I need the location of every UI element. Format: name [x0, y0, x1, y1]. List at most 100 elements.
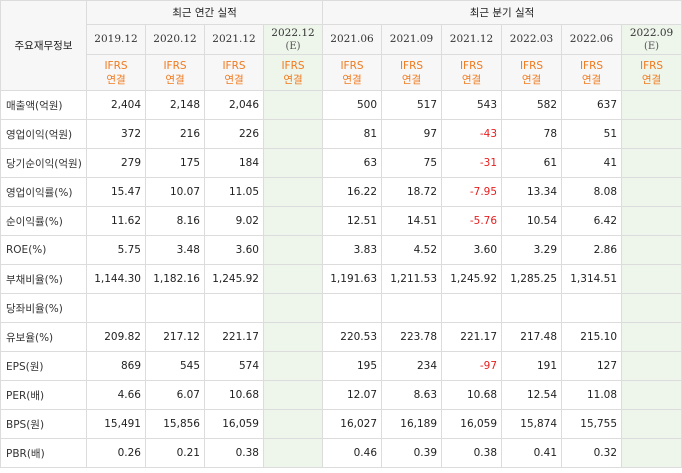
period-label: 2022.03 [509, 33, 554, 45]
value-cell: -7.95 [441, 177, 503, 207]
value-cell: 4.66 [86, 380, 146, 410]
value-cell: 8.08 [561, 177, 623, 207]
value-cell [262, 293, 324, 323]
value-cell: 78 [501, 119, 563, 149]
value-cell [262, 177, 324, 207]
row-label: PER(배) [0, 380, 87, 410]
value-cell: -97 [441, 351, 503, 381]
value-cell: 12.07 [322, 380, 383, 410]
accounting-standard: IFRS 연결 [561, 54, 623, 91]
value-cell [501, 293, 563, 323]
row-label: 당좌비율(%) [0, 293, 87, 323]
value-cell: 8.16 [145, 206, 205, 236]
row-label: BPS(원) [0, 409, 87, 439]
period-label: 2022.06 [569, 33, 614, 45]
value-cell: 10.68 [441, 380, 503, 410]
value-cell: 1,211.53 [381, 264, 443, 294]
period-header: 2019.12 [86, 24, 146, 55]
value-cell: 500 [322, 90, 383, 120]
table-row: EPS(원) 869 545 574 195 234 -97 191 127 [0, 351, 682, 381]
row-label: 영업이익률(%) [0, 177, 87, 207]
value-cell: 0.41 [501, 438, 563, 468]
value-cell: 582 [501, 90, 563, 120]
value-cell: 81 [322, 119, 383, 149]
row-label: PBR(배) [0, 438, 87, 468]
row-label: 당기순이익(억원) [0, 148, 87, 178]
value-cell: 574 [204, 351, 264, 381]
period-label: 2021.06 [330, 33, 374, 45]
value-cell [145, 293, 205, 323]
value-cell: -5.76 [441, 206, 503, 236]
value-cell [204, 293, 264, 323]
accounting-standard: IFRS 연결 [501, 54, 563, 91]
value-cell: 215.10 [561, 322, 623, 352]
value-cell: 1,285.25 [501, 264, 563, 294]
value-cell [262, 264, 324, 294]
table-title: 주요재무정보 [0, 0, 87, 91]
value-cell [621, 293, 682, 323]
ifrs-label: IFRS [399, 59, 424, 72]
value-cell: 3.60 [441, 235, 503, 265]
value-cell: 191 [501, 351, 563, 381]
value-cell: 0.38 [204, 438, 264, 468]
period-header: 2021.09 [381, 24, 443, 55]
value-cell [621, 438, 682, 468]
value-cell: 51 [561, 119, 623, 149]
value-cell [441, 293, 503, 323]
value-cell: 0.39 [381, 438, 443, 468]
value-cell: 637 [561, 90, 623, 120]
period-header: 2022.12 (E) [262, 24, 324, 55]
value-cell [262, 235, 324, 265]
value-cell: -43 [441, 119, 503, 149]
table-row: ROE(%) 5.75 3.48 3.60 3.83 4.52 3.60 3.29 2.86 [0, 235, 682, 265]
row-label: 영업이익(억원) [0, 119, 87, 149]
period-header: 2022.03 [501, 24, 563, 55]
ifrs-label: IFRS [163, 59, 187, 72]
value-cell: 3.83 [322, 235, 383, 265]
value-cell: 2,148 [145, 90, 205, 120]
value-cell: 41 [561, 148, 623, 178]
row-label: 매출액(억원) [0, 90, 87, 120]
consolidated-label: 연결 [641, 73, 662, 86]
table-row: 매출액(억원) 2,404 2,148 2,046 500 517 543 582 637 [0, 90, 682, 120]
value-cell [621, 351, 682, 381]
value-cell: 97 [381, 119, 443, 149]
value-cell [262, 90, 324, 120]
value-cell: 0.46 [322, 438, 383, 468]
period-label: 2021.09 [389, 33, 434, 45]
consolidated-label: 연결 [165, 73, 185, 86]
value-cell [262, 119, 324, 149]
value-cell: 18.72 [381, 177, 443, 207]
value-cell: 6.42 [561, 206, 623, 236]
value-cell: 3.29 [501, 235, 563, 265]
row-label: 부채비율(%) [0, 264, 87, 294]
value-cell [561, 293, 623, 323]
value-cell: 869 [86, 351, 146, 381]
ifrs-label: IFRS [519, 59, 544, 72]
value-cell: 226 [204, 119, 264, 149]
period-header: 2021.12 [441, 24, 503, 55]
value-cell [621, 119, 682, 149]
period-header: 2022.06 [561, 24, 623, 55]
value-cell: 2.86 [561, 235, 623, 265]
value-cell [262, 438, 324, 468]
value-cell: 217.12 [145, 322, 205, 352]
period-header: 2021.06 [322, 24, 383, 55]
row-label: 순이익률(%) [0, 206, 87, 236]
value-cell [621, 380, 682, 410]
value-cell: 11.08 [561, 380, 623, 410]
accounting-standard: IFRS 연결 [441, 54, 503, 91]
value-cell: 12.54 [501, 380, 563, 410]
value-cell: 209.82 [86, 322, 146, 352]
value-cell: 545 [145, 351, 205, 381]
table-header: 주요재무정보 최근 연간 실적 최근 분기 실적 2019.12 2020.12 2… [0, 0, 682, 91]
value-cell [621, 148, 682, 178]
value-cell: 6.07 [145, 380, 205, 410]
value-cell [262, 206, 324, 236]
value-cell: 16,059 [441, 409, 503, 439]
value-cell: 372 [86, 119, 146, 149]
value-cell: 5.75 [86, 235, 146, 265]
value-cell [621, 206, 682, 236]
value-cell: 16.22 [322, 177, 383, 207]
